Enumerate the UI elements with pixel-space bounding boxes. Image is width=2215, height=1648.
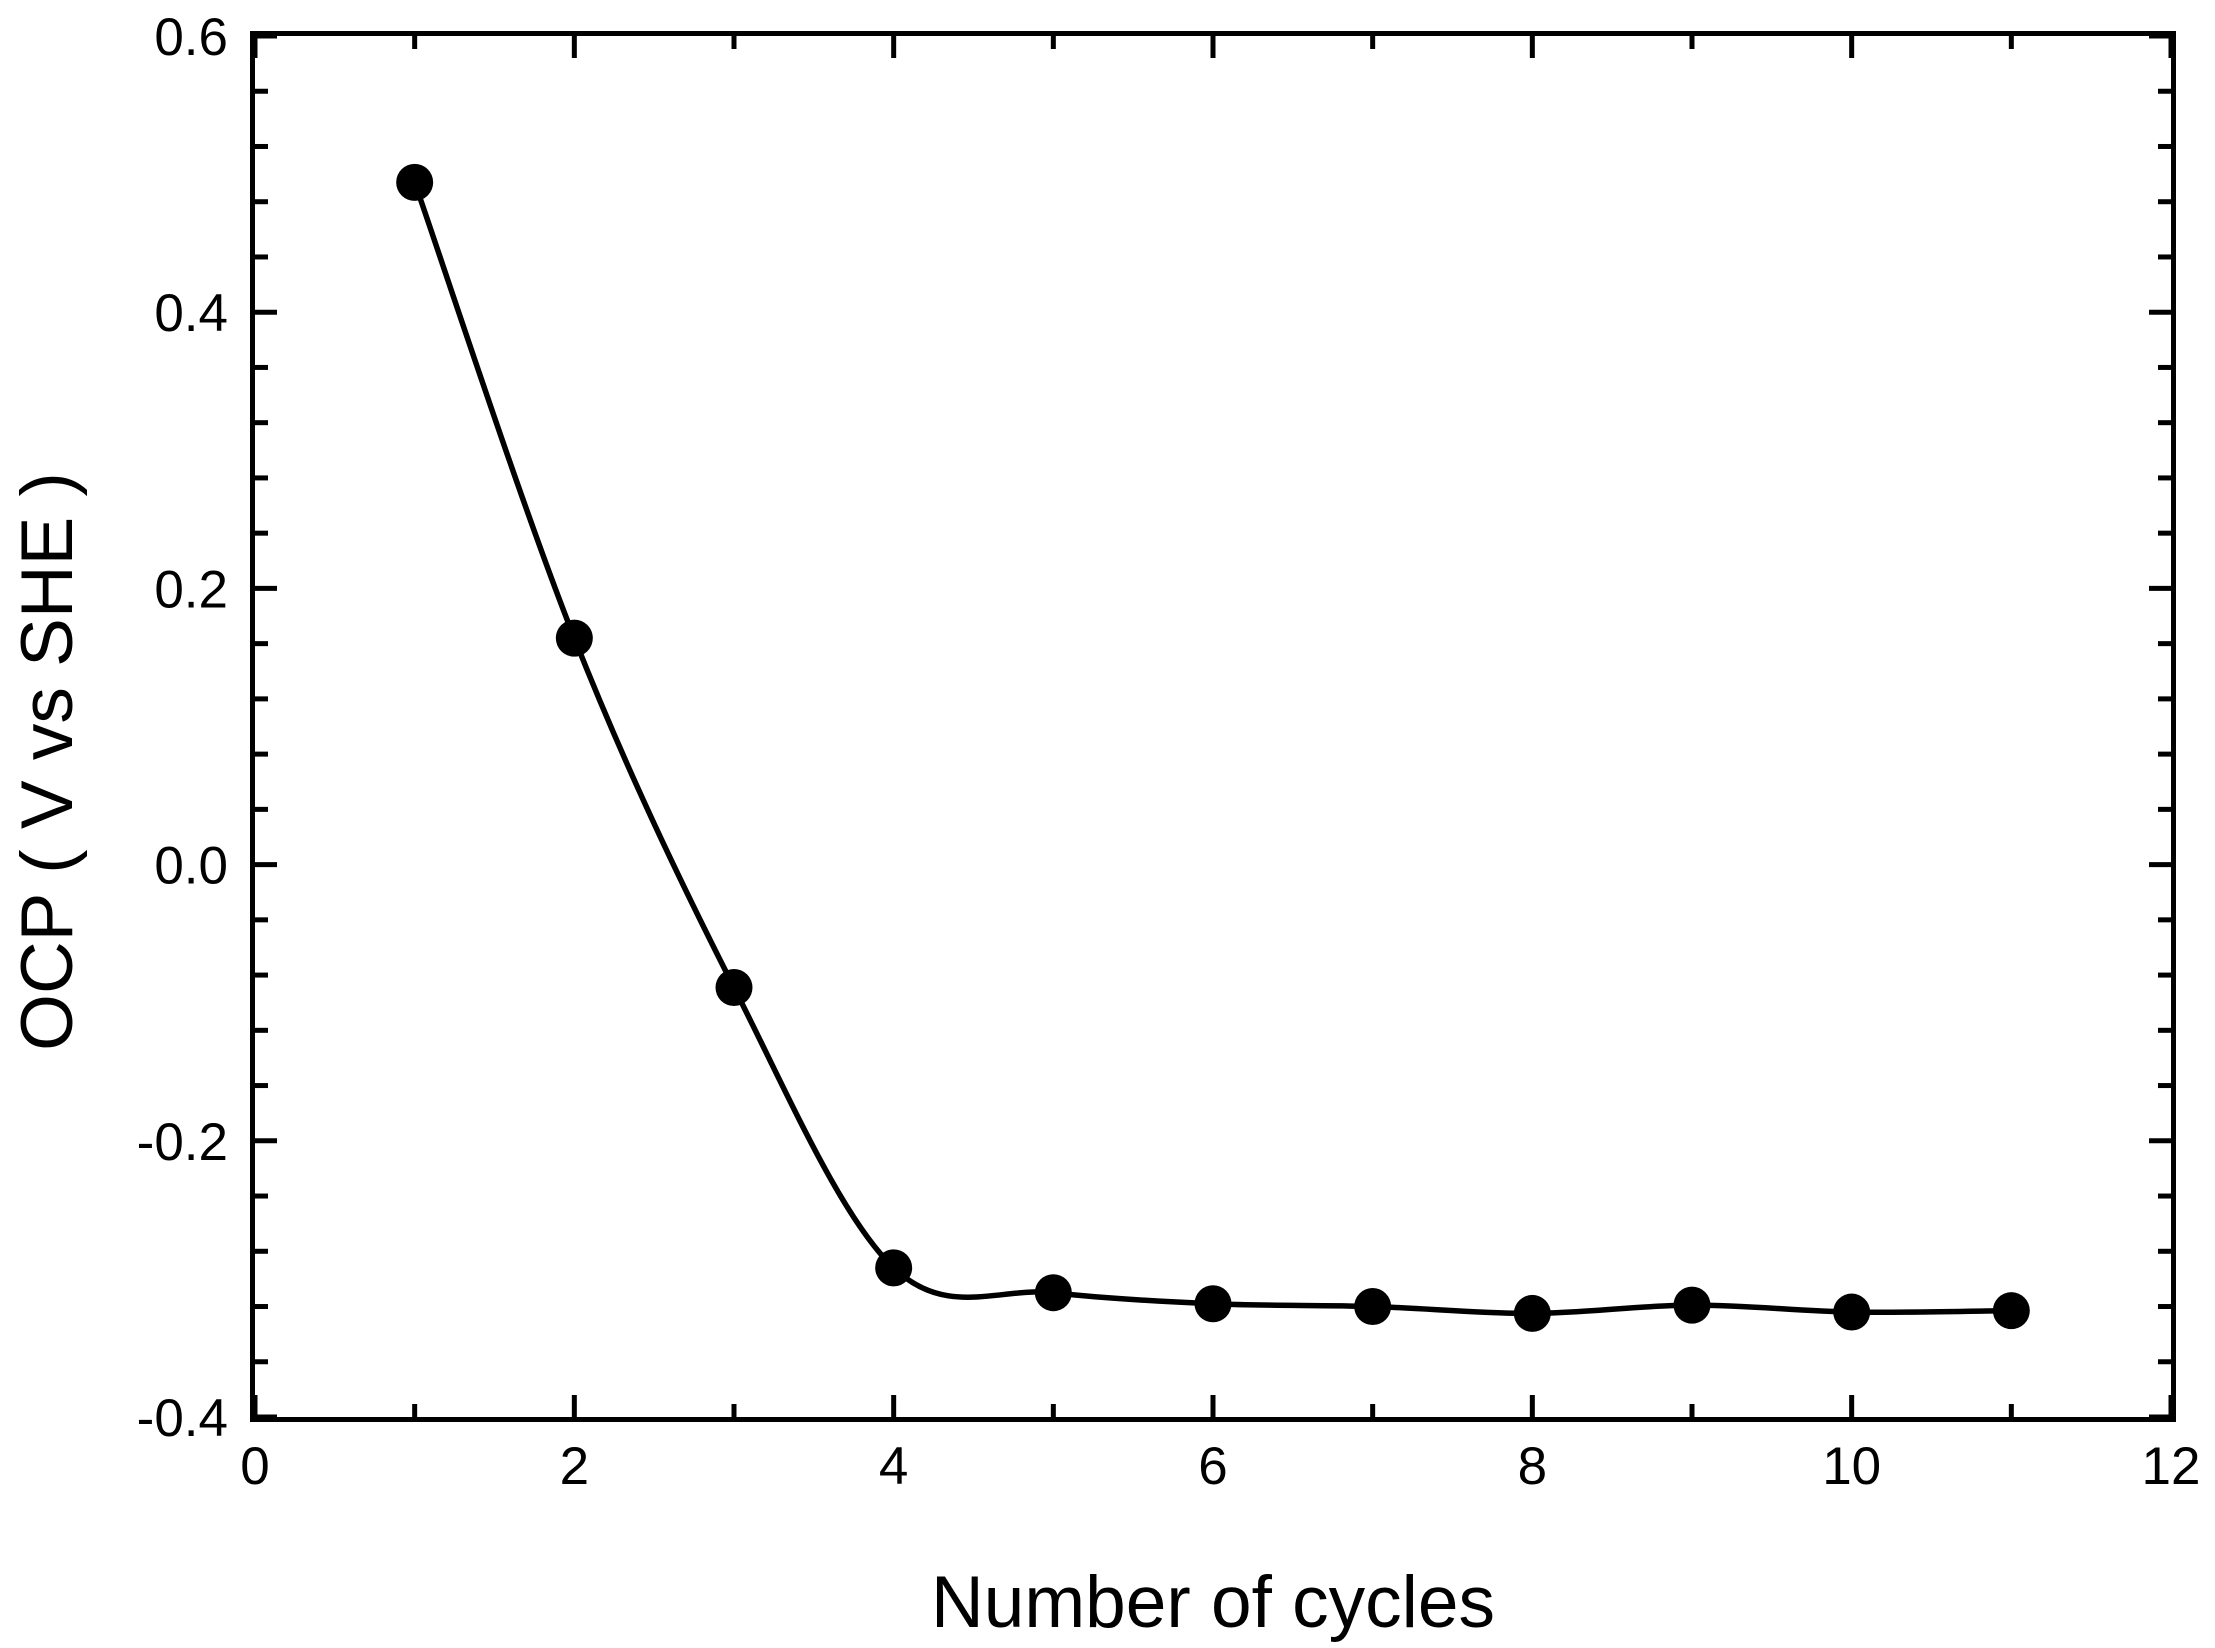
axis-ticks — [252, 33, 2174, 1420]
data-point-marker — [396, 163, 434, 201]
data-point-marker — [555, 619, 593, 657]
x-axis-title: Number of cycles — [931, 1562, 1495, 1643]
x-tick-labels: 0 2 4 6 8 10 12 — [240, 1437, 2200, 1496]
data-point-marker — [1673, 1286, 1711, 1324]
y-tick-label: -0.4 — [137, 1389, 228, 1448]
data-point-marker — [1194, 1285, 1232, 1323]
x-tick-label: 2 — [560, 1437, 589, 1496]
data-point-marker — [1034, 1274, 1072, 1312]
y-axis-title: OCP ( V vs SHE ) — [7, 472, 88, 1051]
x-tick-label: 6 — [1198, 1437, 1227, 1496]
series-line — [412, 181, 2012, 1317]
x-tick-label: 0 — [240, 1437, 269, 1496]
x-tick-label: 8 — [1518, 1437, 1547, 1496]
data-point-marker — [715, 969, 753, 1007]
data-point-marker — [1354, 1288, 1392, 1326]
y-tick-label: 0.6 — [154, 8, 228, 67]
y-tick-label: 0.2 — [154, 560, 228, 619]
y-tick-label: -0.2 — [137, 1113, 228, 1172]
data-point-marker — [1513, 1294, 1551, 1332]
x-tick-label: 4 — [879, 1437, 908, 1496]
data-point-marker — [875, 1249, 913, 1287]
y-tick-labels: 0.6 0.4 0.2 0.0 -0.2 -0.4 — [137, 8, 228, 1448]
data-point-marker — [1833, 1293, 1871, 1331]
series-markers — [396, 163, 2030, 1332]
x-tick-label: 12 — [2142, 1437, 2201, 1496]
data-point-marker — [1992, 1292, 2030, 1330]
y-tick-label: 0.0 — [154, 837, 228, 896]
plot-border-box — [250, 31, 2176, 1422]
y-tick-label: 0.4 — [154, 284, 228, 343]
x-tick-label: 10 — [1822, 1437, 1881, 1496]
